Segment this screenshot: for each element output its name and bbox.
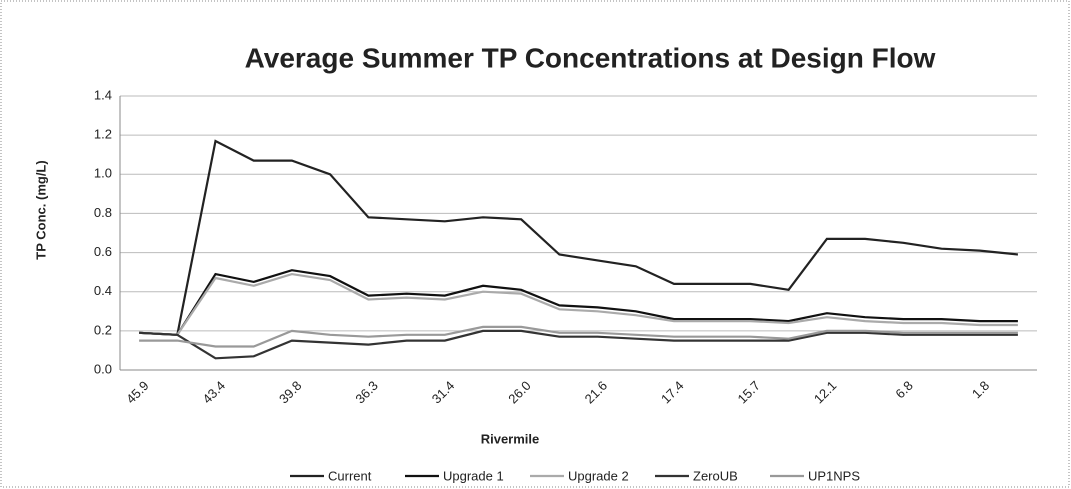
x-axis-title: Rivermile <box>481 431 540 446</box>
legend-label: ZeroUB <box>693 468 738 483</box>
y-tick-label: 0.0 <box>94 361 112 376</box>
y-axis-title: TP Conc. (mg/L) <box>33 160 48 259</box>
legend-label: Upgrade 2 <box>568 468 629 483</box>
y-tick-label: 0.2 <box>94 322 112 337</box>
y-tick-label: 1.4 <box>94 87 112 102</box>
legend-label: UP1NPS <box>808 468 860 483</box>
series-line <box>139 272 1018 336</box>
series-line <box>139 269 1018 336</box>
y-tick-label: 1.0 <box>94 166 112 181</box>
series-line <box>139 325 1018 348</box>
series-line <box>139 329 1018 360</box>
chart-title: Average Summer TP Concentrations at Desi… <box>245 42 936 73</box>
y-tick-label: 0.8 <box>94 205 112 220</box>
y-tick-label: 0.6 <box>94 244 112 259</box>
y-tick-label: 0.4 <box>94 283 112 298</box>
series-line <box>139 139 1019 336</box>
legend-label: Current <box>328 468 372 483</box>
legend-label: Upgrade 1 <box>443 468 504 483</box>
y-tick-label: 1.2 <box>94 127 112 142</box>
